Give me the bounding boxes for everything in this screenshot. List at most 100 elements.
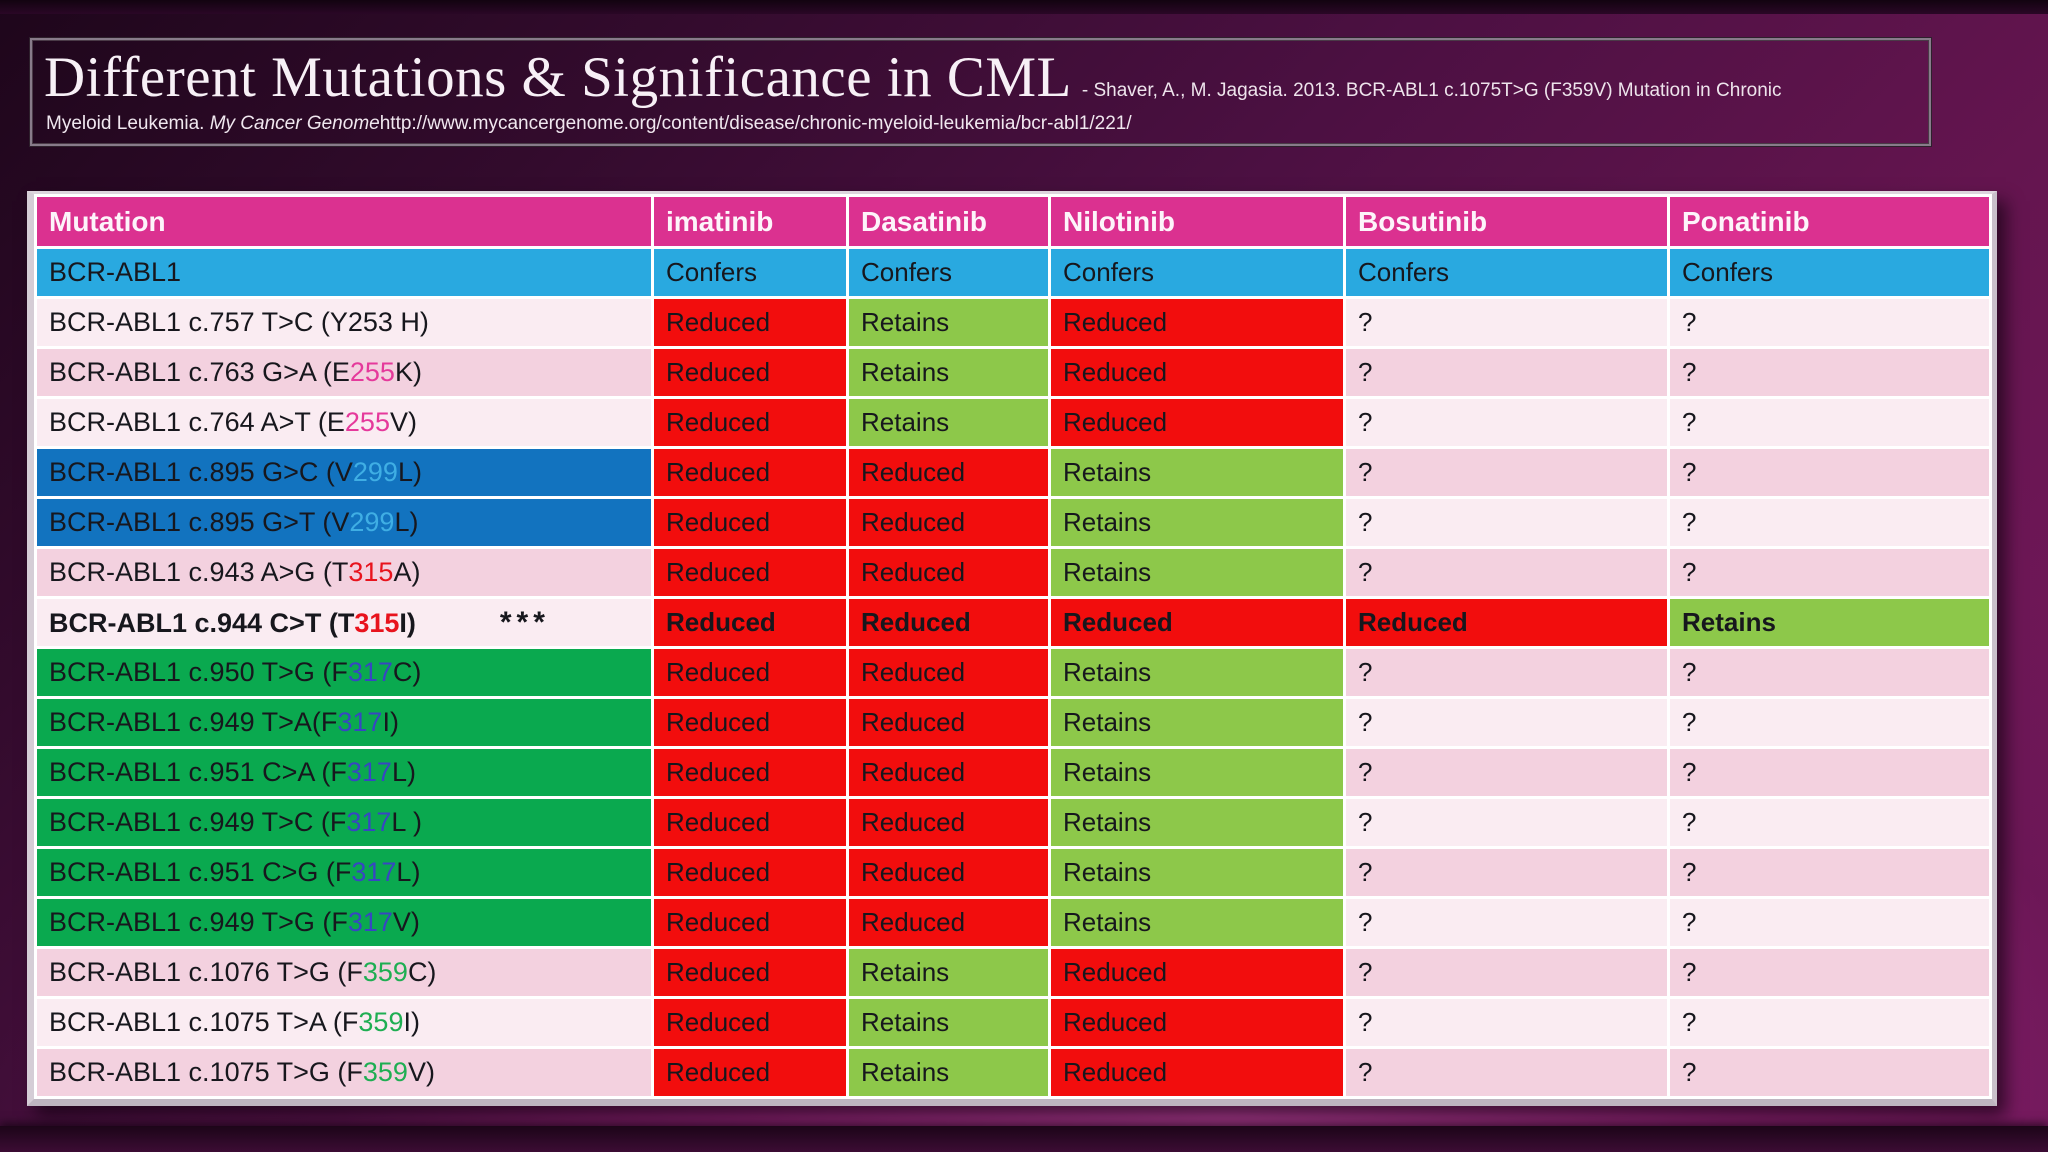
mutation-label-text: BCR-ABL1 [49, 257, 182, 287]
bosutinib-value-cell: ? [1343, 796, 1670, 849]
dasatinib-value-cell: Reduced [846, 646, 1051, 699]
row-f359i: BCR-ABL1 c.1075 T>A (F359I) Reduced Retain… [34, 996, 1992, 1049]
mutation-label-text: 299 [352, 457, 398, 487]
mutation-label-text: BCR-ABL1 c.943 A>G (T [49, 557, 349, 587]
mutation-label-text: BCR-ABL1 c.950 T>G (F [49, 657, 348, 687]
dasatinib-value-cell: Reduced [846, 546, 1051, 599]
mutation-label-text: 317 [346, 757, 392, 787]
citation-inline: - Shaver, A., M. Jagasia. 2013. BCR-ABL1… [1081, 80, 1782, 101]
title-box: Different Mutations & Significance in CM… [30, 38, 1931, 146]
bosutinib-value-cell: ? [1343, 346, 1670, 399]
ponatinib-value-cell: ? [1667, 396, 1992, 449]
mutation-label-text: BCR-ABL1 c.895 G>T (V [49, 507, 350, 537]
mutation-cell: BCR-ABL1 c.943 A>G (T315A) [34, 546, 654, 599]
mutations-table-frame: Mutation imatinib Dasatinib Nilotinib Bosuti… [27, 191, 1997, 1106]
citation-line2-pre: Myeloid Leukemia. [46, 113, 210, 134]
column-header-dasatinib: Dasatinib [846, 194, 1051, 249]
mutation-label-text: 317 [347, 907, 393, 937]
mutation-label-text: 317 [351, 857, 397, 887]
dasatinib-value-cell: Retains [846, 346, 1051, 399]
imatinib-value-cell: Reduced [651, 996, 849, 1049]
mutation-label-text: L) [394, 507, 419, 537]
row-y253h: BCR-ABL1 c.757 T>C (Y253 H) Reduced Retain… [34, 296, 1992, 349]
mutation-label-text: 317 [347, 657, 393, 687]
dasatinib-value-cell: Retains [846, 996, 1051, 1049]
imatinib-value-cell: Reduced [651, 846, 849, 899]
imatinib-value-cell: Reduced [651, 496, 849, 549]
imatinib-value-cell: Reduced [651, 596, 849, 649]
mutation-label-text: L) [391, 757, 416, 787]
bosutinib-value-cell: Confers [1343, 246, 1670, 299]
imatinib-value-cell: Reduced [651, 796, 849, 849]
bosutinib-value-cell: ? [1343, 1046, 1670, 1099]
mutation-label-text: 359 [362, 1057, 408, 1087]
dasatinib-value-cell: Reduced [846, 496, 1051, 549]
dasatinib-value-cell: Reduced [846, 446, 1051, 499]
ponatinib-value-cell: ? [1667, 1046, 1992, 1099]
row-v299l-gc: BCR-ABL1 c.895 G>C (V299L) Reduced Reduced… [34, 446, 1992, 499]
row-bcr-abl1: BCR-ABL1 Confers Confers Confers Confers Conf… [34, 246, 1992, 299]
row-f359c: BCR-ABL1 c.1076 T>G (F359C) Reduced Retain… [34, 946, 1992, 999]
mutation-cell: BCR-ABL1 c.1076 T>G (F359C) [34, 946, 654, 999]
ponatinib-value-cell: ? [1667, 296, 1992, 349]
dasatinib-value-cell: Retains [846, 396, 1051, 449]
nilotinib-value-cell: Reduced [1048, 346, 1346, 399]
mutation-label-text: BCR-ABL1 c.951 C>A (F [49, 757, 347, 787]
bosutinib-value-cell: Reduced [1343, 596, 1670, 649]
mutation-cell: BCR-ABL1 [34, 246, 654, 299]
row-f317l-cg: BCR-ABL1 c.951 C>G (F317L) Reduced Reduced… [34, 846, 1992, 899]
mutation-cell: BCR-ABL1 c.764 A>T (E255V) [34, 396, 654, 449]
row-f359v: BCR-ABL1 c.1075 T>G (F359V) Reduced Retain… [34, 1046, 1992, 1099]
imatinib-value-cell: Confers [651, 246, 849, 299]
ponatinib-value-cell: ? [1667, 546, 1992, 599]
mutation-label-text: 255 [344, 407, 390, 437]
column-header-nilotinib: Nilotinib [1048, 194, 1346, 249]
mutation-label-text: BCR-ABL1 c.757 T>C (Y253 H) [49, 307, 429, 337]
ponatinib-value-cell: ? [1667, 846, 1992, 899]
mutation-cell: BCR-ABL1 c.950 T>G (F317C) [34, 646, 654, 699]
bosutinib-value-cell: ? [1343, 746, 1670, 799]
header-row: Mutation imatinib Dasatinib Nilotinib Bosuti… [34, 194, 1992, 249]
row-f317i: BCR-ABL1 c.949 T>A(F317I) Reduced Reduced R… [34, 696, 1992, 749]
bosutinib-value-cell: ? [1343, 846, 1670, 899]
ponatinib-value-cell: ? [1667, 946, 1992, 999]
mutation-label-text: BCR-ABL1 c.763 G>A (E [49, 357, 350, 387]
bosutinib-value-cell: ? [1343, 996, 1670, 1049]
bosutinib-value-cell: ? [1343, 696, 1670, 749]
mutation-label-text: C) [407, 957, 437, 987]
ponatinib-value-cell: ? [1667, 496, 1992, 549]
ponatinib-value-cell: ? [1667, 746, 1992, 799]
mutation-cell: BCR-ABL1 c.944 C>T (T315I) *** [34, 596, 654, 649]
mutation-label-text: 359 [362, 957, 408, 987]
mutation-label-text: BCR-ABL1 c.949 T>A(F [49, 707, 338, 737]
mutation-label-text: V) [392, 907, 420, 937]
nilotinib-value-cell: Reduced [1048, 296, 1346, 349]
dasatinib-value-cell: Retains [846, 296, 1051, 349]
mutation-label-text: 315 [354, 607, 400, 638]
bosutinib-value-cell: ? [1343, 296, 1670, 349]
mutation-label-text: 317 [346, 807, 392, 837]
dasatinib-value-cell: Reduced [846, 596, 1051, 649]
column-header-bosutinib: Bosutinib [1343, 194, 1670, 249]
nilotinib-value-cell: Reduced [1048, 996, 1346, 1049]
mutation-label-text: 317 [337, 707, 383, 737]
mutation-label-text: 255 [349, 357, 395, 387]
nilotinib-value-cell: Reduced [1048, 946, 1346, 999]
dasatinib-value-cell: Reduced [846, 846, 1051, 899]
mutation-label-text: BCR-ABL1 c.1075 T>A (F [49, 1007, 359, 1037]
mutation-label-text: C) [392, 657, 422, 687]
mutation-label-text: V) [389, 407, 417, 437]
imatinib-value-cell: Reduced [651, 546, 849, 599]
mutation-label-text: BCR-ABL1 c.944 C>T (T [49, 607, 355, 638]
mutation-label-text: L) [397, 457, 422, 487]
mutation-cell: BCR-ABL1 c.895 G>T (V299L) [34, 496, 654, 549]
row-f317c: BCR-ABL1 c.950 T>G (F317C) Reduced Reduced… [34, 646, 1992, 699]
ponatinib-value-cell: ? [1667, 346, 1992, 399]
mutation-label-text: L) [396, 857, 421, 887]
dasatinib-value-cell: Retains [846, 1046, 1051, 1099]
bosutinib-value-cell: ? [1343, 896, 1670, 949]
mutation-cell: BCR-ABL1 c.949 T>C (F317L ) [34, 796, 654, 849]
citation-line2: Myeloid Leukemia. My Cancer Genomehttp:/… [44, 113, 1917, 135]
bosutinib-value-cell: ? [1343, 496, 1670, 549]
